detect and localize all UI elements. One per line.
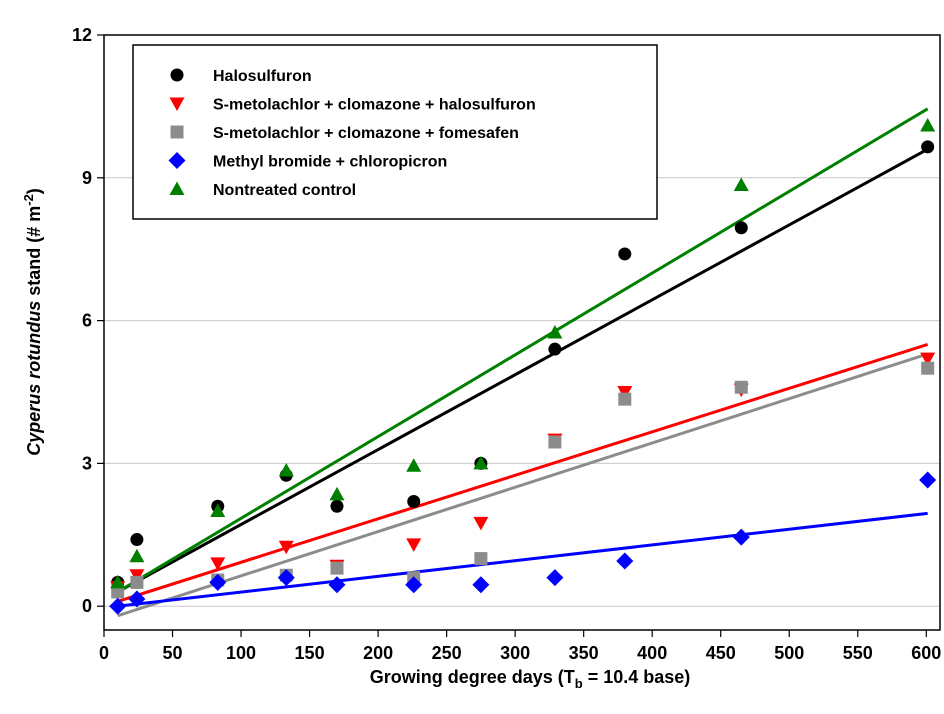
point-series-0 [921, 140, 935, 154]
point-series-3 [277, 569, 295, 587]
point-series-0 [330, 499, 344, 513]
axis-ticks: 0 50 100 150 200 250 300 350 400 450 500 550 600 0 3 6 9… [72, 25, 941, 663]
fit-line-series-1 [117, 342, 929, 603]
point-series-3 [919, 471, 937, 489]
x-tick-label: 100 [226, 643, 256, 663]
x-tick-label: 500 [774, 643, 804, 663]
fit-line-series-4 [116, 107, 929, 594]
x-tick-label: 0 [99, 643, 109, 663]
x-tick-label: 150 [295, 643, 325, 663]
point-series-2 [474, 552, 488, 566]
point-series-3 [546, 569, 564, 587]
x-tick-label: 450 [706, 643, 736, 663]
point-series-3 [109, 597, 127, 615]
point-series-1 [406, 538, 422, 552]
x-tick-label: 250 [432, 643, 462, 663]
point-series-2 [921, 361, 935, 375]
point-series-1 [473, 516, 489, 531]
x-tick-label: 350 [569, 643, 599, 663]
point-series-0 [618, 247, 632, 261]
legend-marker [169, 97, 185, 111]
plot-frame [103, 34, 941, 631]
point-series-0 [407, 494, 421, 508]
data-points [109, 117, 937, 615]
x-tick-label: 550 [843, 643, 873, 663]
point-series-4 [278, 463, 294, 477]
point-series-2 [734, 380, 748, 394]
legend-marker [168, 152, 186, 169]
point-series-2 [330, 561, 344, 575]
point-series-4 [329, 486, 345, 501]
regression-lines [116, 107, 929, 618]
point-series-2 [548, 435, 562, 449]
point-series-2 [618, 392, 632, 406]
point-series-0 [548, 342, 562, 356]
legend-label: S-metolachlor + clomazone + halosulfuron [213, 97, 536, 114]
x-axis-title: Growing degree days (Tb = 10.4 base) [370, 667, 691, 691]
point-series-4 [547, 325, 563, 339]
legend-marker [170, 68, 184, 82]
point-series-3 [328, 576, 346, 594]
point-series-2 [111, 585, 125, 599]
point-series-0 [734, 221, 748, 235]
point-series-2 [130, 575, 144, 589]
x-tick-label: 400 [637, 643, 667, 663]
legend-label: Methyl bromide + chloropicron [213, 154, 447, 171]
legend-marker [170, 125, 184, 139]
fit-line-series-2 [117, 352, 929, 618]
point-series-4 [210, 503, 226, 517]
fit-line-series-0 [116, 147, 929, 594]
y-tick-label: 9 [82, 168, 92, 188]
y-tick-label: 0 [82, 596, 92, 616]
point-series-1 [210, 557, 226, 571]
y-tick-label: 12 [72, 25, 92, 45]
point-series-3 [732, 528, 750, 546]
x-tick-label: 300 [500, 643, 530, 663]
x-tick-label: 50 [163, 643, 183, 663]
fit-line-series-3 [117, 511, 928, 608]
legend-label: Halosulfuron [213, 68, 312, 85]
point-series-4 [406, 458, 422, 472]
x-tick-label: 200 [363, 643, 393, 663]
y-axis-title: Cyperus rotundus stand (# m-2) [21, 188, 44, 456]
point-series-4 [473, 455, 489, 470]
point-series-3 [405, 576, 423, 594]
legend-marker [169, 181, 185, 195]
x-tick-label: 600 [911, 643, 941, 663]
point-series-3 [209, 573, 227, 591]
legend-label: S-metolachlor + clomazone + fomesafen [213, 125, 519, 142]
legend-box [132, 44, 658, 220]
point-series-1 [920, 352, 936, 367]
point-series-3 [616, 552, 634, 570]
point-series-4 [733, 177, 749, 191]
point-series-3 [128, 590, 146, 608]
y-tick-label: 3 [82, 453, 92, 473]
legend-label: Nontreated control [213, 182, 356, 199]
point-series-1 [278, 540, 294, 555]
point-series-4 [920, 117, 936, 132]
y-tick-label: 6 [82, 311, 92, 331]
point-series-0 [130, 533, 144, 547]
point-series-3 [472, 576, 490, 594]
point-series-4 [129, 548, 145, 563]
point-series-4 [110, 574, 126, 589]
legend: Halosulfuron S-metolachlor + clomazone + … [132, 44, 658, 220]
